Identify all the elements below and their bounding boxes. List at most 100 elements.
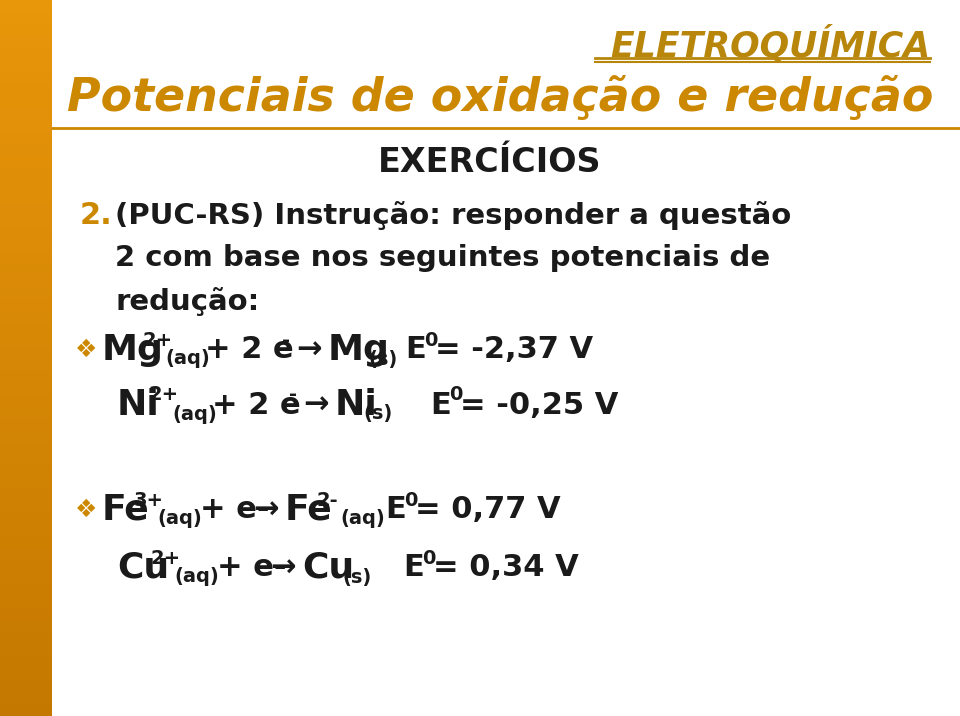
Bar [0,394,52,407]
Bar [0,513,52,526]
Text: 0: 0 [424,331,438,349]
Bar [0,692,52,705]
Bar [0,430,52,442]
Bar [0,95,52,108]
Text: (aq): (aq) [172,405,217,423]
Text: E: E [385,495,406,525]
Text: + e-: + e- [217,553,286,583]
Text: ELETROQUÍMICA: ELETROQUÍMICA [610,26,930,64]
Bar [0,12,52,25]
Text: (aq): (aq) [174,568,219,586]
Bar [0,609,52,621]
Bar [0,573,52,586]
Bar [0,191,52,204]
Bar [0,322,52,335]
Text: 0: 0 [449,385,463,405]
Bar [0,274,52,287]
Text: →: → [253,495,278,525]
Text: 2 com base nos seguintes potenciais de: 2 com base nos seguintes potenciais de [115,244,770,272]
Bar [0,263,52,276]
Text: →: → [296,336,322,364]
Text: 2.: 2. [80,200,112,230]
Bar [0,668,52,681]
Text: E: E [405,336,425,364]
Bar [0,632,52,645]
Text: 0: 0 [404,490,418,510]
Bar [0,143,52,156]
Bar [0,120,52,132]
Bar [0,131,52,144]
Bar [0,478,52,490]
Bar [0,72,52,84]
Bar [0,501,52,514]
Text: Fe: Fe [285,493,333,527]
Bar [0,465,52,478]
Bar [0,84,52,97]
Bar [0,59,52,72]
Text: = -0,25 V: = -0,25 V [460,390,618,420]
Bar [0,346,52,359]
Text: (s): (s) [368,349,397,369]
Bar [0,203,52,216]
Text: + 2 e: + 2 e [205,336,294,364]
Bar [0,549,52,562]
Bar [0,0,52,13]
Text: redução:: redução: [115,286,259,316]
Bar [0,286,52,299]
Text: Fe: Fe [102,493,150,527]
Bar [0,537,52,550]
Bar [0,585,52,598]
Text: 2-: 2- [317,490,339,510]
Bar [0,310,52,323]
Text: Ni: Ni [335,388,377,422]
Bar [0,238,52,251]
Bar [0,704,52,716]
Bar [0,453,52,466]
Bar [0,299,52,311]
Text: Potenciais de oxidação e redução: Potenciais de oxidação e redução [67,75,933,120]
Text: 0: 0 [422,548,436,568]
Bar [0,179,52,192]
Text: ❖: ❖ [75,338,97,362]
Bar [0,561,52,574]
Text: ❖: ❖ [75,498,97,522]
Bar [0,107,52,120]
Text: EXERCÍCIOS: EXERCÍCIOS [378,145,602,178]
Bar [0,334,52,347]
Text: -: - [282,331,290,349]
Bar [0,155,52,168]
Bar [0,644,52,657]
Text: = 0,34 V: = 0,34 V [433,553,579,583]
Bar [0,406,52,419]
Bar [0,215,52,228]
Bar [0,251,52,263]
Text: Cu: Cu [117,551,169,585]
Text: 3+: 3+ [134,490,164,510]
Text: →: → [303,390,328,420]
Text: (aq): (aq) [157,510,202,528]
Bar [0,680,52,693]
Text: = -2,37 V: = -2,37 V [435,336,593,364]
Bar [0,489,52,502]
Text: (aq): (aq) [340,510,385,528]
Text: E: E [403,553,423,583]
Text: = 0,77 V: = 0,77 V [415,495,561,525]
Text: Mg: Mg [328,333,390,367]
Text: Mg: Mg [102,333,164,367]
Text: (s): (s) [342,568,372,586]
Text: 2+: 2+ [151,548,181,568]
Bar [0,167,52,180]
Text: Cu: Cu [302,551,354,585]
Bar [0,525,52,538]
Bar [0,370,52,383]
Text: (s): (s) [363,405,393,423]
Bar [0,227,52,240]
Text: →: → [270,553,296,583]
Bar [0,24,52,37]
Bar [0,596,52,609]
Bar [0,442,52,455]
Bar [0,657,52,669]
Bar [0,382,52,395]
Text: -: - [289,385,297,405]
Text: Ni: Ni [117,388,159,422]
